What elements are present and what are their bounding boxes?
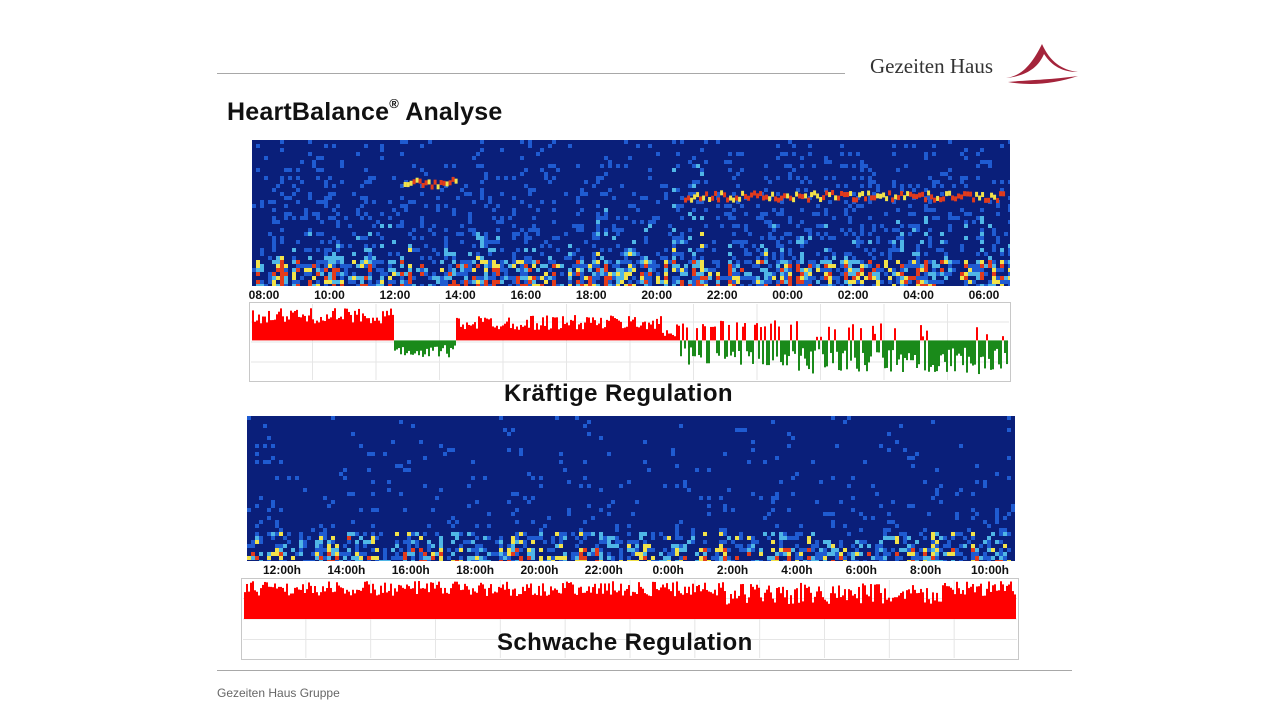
page-title: HeartBalance® Analyse — [227, 96, 503, 127]
x-tick-label: 18:00 — [575, 288, 607, 302]
x-tick-label: 18:00h — [456, 563, 495, 577]
title-text: HeartBalance — [227, 98, 390, 126]
spectrogram-cells — [252, 140, 1010, 286]
registered-mark: ® — [389, 96, 399, 111]
x-tick-label: 08:00 — [248, 288, 280, 302]
x-tick-label: 22:00 — [706, 288, 738, 302]
footer-divider — [217, 670, 1072, 671]
x-tick-label: 02:00 — [837, 288, 869, 302]
x-tick-label: 6:00h — [845, 563, 877, 577]
spectrogram-2-x-axis: 12:00h 14:00h 16:00h 18:00h 20:00h 22:00h 0:00… — [263, 563, 1009, 577]
x-tick-label: 10:00h — [970, 563, 1010, 577]
x-tick-label: 8:00h — [909, 563, 942, 577]
x-tick-label: 2:00h — [716, 563, 749, 577]
chart-caption-strong: Kräftige Regulation — [504, 380, 733, 407]
x-tick-label: 00:00 — [772, 288, 803, 302]
x-tick-label: 16:00h — [391, 563, 430, 577]
x-tick-label: 0:00h — [652, 563, 684, 577]
balance-chart-2 — [241, 578, 1019, 660]
x-tick-label: 10:00 — [314, 288, 345, 302]
balance-series — [252, 308, 1008, 375]
x-tick-label: 12:00h — [262, 563, 302, 577]
balance-series — [244, 581, 1016, 619]
x-tick-label: 14:00 — [445, 288, 476, 302]
spectrogram-1-x-axis: 08:00 10:00 12:00 14:00 16:00 18:00 20:00 22:00… — [249, 288, 1000, 302]
x-tick-label: 16:00 — [510, 288, 542, 302]
spectrogram-chart-2 — [247, 416, 1015, 561]
x-tick-label: 22:00h — [584, 563, 623, 577]
chart-caption-weak: Schwache Regulation — [497, 629, 753, 656]
x-tick-label: 06:00 — [968, 288, 1000, 302]
x-tick-label: 14:00h — [327, 563, 366, 577]
spectrogram-band — [403, 176, 1006, 204]
brand-name: Gezeiten Haus — [870, 54, 994, 78]
spectrogram-chart-1 — [252, 140, 1010, 286]
spectrogram-cells — [247, 416, 1015, 561]
x-tick-label: 12:00 — [379, 288, 411, 302]
footer-text: Gezeiten Haus Gruppe — [217, 686, 340, 700]
header-divider — [217, 73, 845, 74]
x-tick-label: 20:00 — [641, 288, 673, 302]
x-tick-label: 4:00h — [781, 563, 813, 577]
peak-swoosh-icon — [1006, 44, 1078, 84]
title-suffix: Analyse — [398, 98, 503, 126]
x-tick-label: 04:00 — [903, 288, 934, 302]
brand-logo[interactable]: Gezeiten Haus — [862, 40, 1082, 86]
x-tick-label: 20:00h — [520, 563, 559, 577]
balance-chart-1 — [249, 302, 1011, 382]
